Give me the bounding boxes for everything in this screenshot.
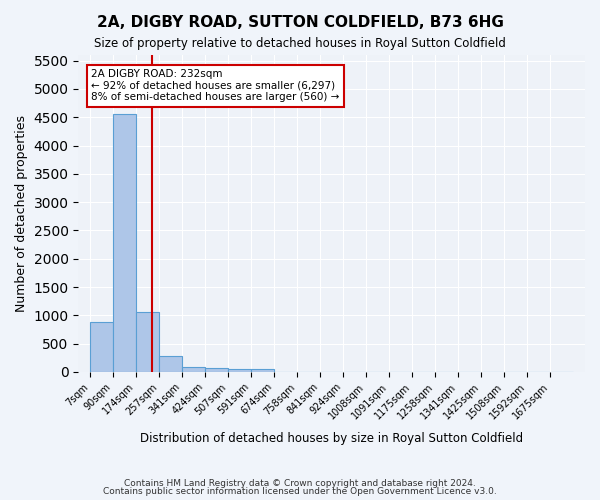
Text: 2A, DIGBY ROAD, SUTTON COLDFIELD, B73 6HG: 2A, DIGBY ROAD, SUTTON COLDFIELD, B73 6H… (97, 15, 503, 30)
Bar (136, 312, 159, 372)
Text: 2A DIGBY ROAD: 232sqm
← 92% of detached houses are smaller (6,297)
8% of semi-de: 2A DIGBY ROAD: 232sqm ← 92% of detached … (91, 69, 340, 102)
Bar (229, 368, 251, 372)
Bar (113, 114, 136, 372)
X-axis label: Distribution of detached houses by size in Royal Sutton Coldfield: Distribution of detached houses by size … (140, 432, 523, 445)
Text: Size of property relative to detached houses in Royal Sutton Coldfield: Size of property relative to detached ho… (94, 38, 506, 51)
Text: Contains HM Land Registry data © Crown copyright and database right 2024.: Contains HM Land Registry data © Crown c… (124, 478, 476, 488)
Text: Contains public sector information licensed under the Open Government Licence v3: Contains public sector information licen… (103, 487, 497, 496)
Y-axis label: Number of detached properties: Number of detached properties (15, 115, 28, 312)
Bar (90, 322, 113, 372)
Bar (182, 368, 205, 372)
Bar (205, 368, 228, 372)
Bar (251, 370, 274, 372)
Bar (159, 356, 182, 372)
